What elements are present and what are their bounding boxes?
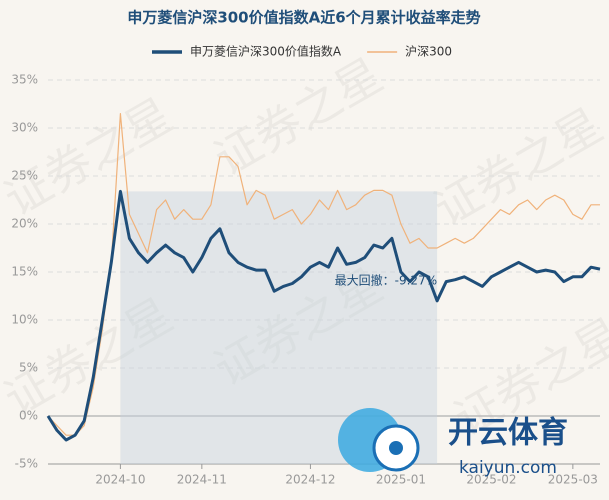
chart-title: 申万菱信沪深300价值指数A近6个月累计收益率走势 <box>127 9 480 27</box>
x-tick-label: 2024-11 <box>177 473 227 487</box>
y-tick-label: -5% <box>15 457 38 471</box>
logo-ball-patch <box>389 441 403 455</box>
y-tick-label: 15% <box>11 265 38 279</box>
logo: 开云体育 kaiyun.com <box>338 408 568 478</box>
plot-area: -5% 0% 5% 10% 15% 20% 25% 30% 35% 2024-10 2024-11 2… <box>11 73 601 487</box>
x-tick-label: 2025-01 <box>376 473 426 487</box>
logo-text: 开云体育 <box>448 416 568 451</box>
series-line <box>47 113 600 436</box>
y-tick-label: 20% <box>11 217 38 231</box>
y-tick-label: 5% <box>19 361 38 375</box>
logo-url: kaiyun.com <box>459 458 557 478</box>
y-tick-label: 25% <box>11 169 38 183</box>
y-tick-label: 10% <box>11 313 38 327</box>
y-tick-label: 35% <box>11 73 38 87</box>
x-tick-label: 2024-10 <box>95 473 145 487</box>
y-tick-label: 0% <box>19 409 38 423</box>
x-tick-label: 2025-02 <box>466 473 516 487</box>
series-line <box>46 189 601 442</box>
drawdown-label: 最大回撤：-9.27% <box>335 272 437 287</box>
x-tick-label: 2024-12 <box>285 473 335 487</box>
x-tick-label: 2025-03 <box>548 473 598 487</box>
legend-label: 申万菱信沪深300价值指数A <box>190 44 342 59</box>
legend-label: 沪深300 <box>405 45 452 59</box>
y-tick-label: 30% <box>11 121 38 135</box>
